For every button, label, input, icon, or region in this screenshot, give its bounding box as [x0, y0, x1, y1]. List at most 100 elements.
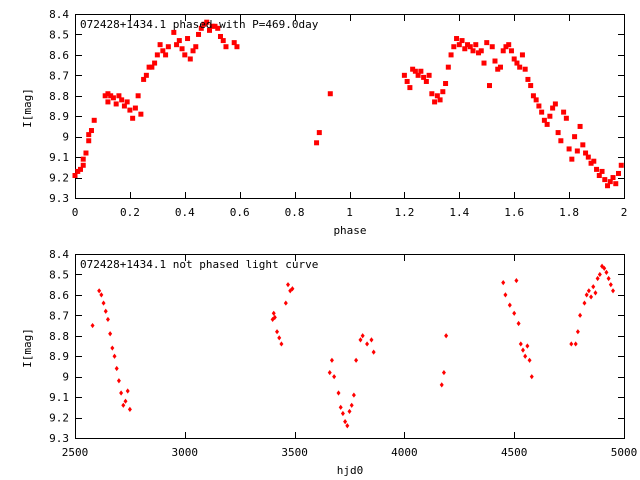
phased-plot-frame	[75, 14, 625, 199]
unphased-data-point	[97, 288, 102, 294]
unphased-data-point	[101, 300, 106, 306]
unphased-data-point	[121, 402, 126, 408]
phased-data-point	[171, 29, 177, 35]
phased-data-point	[426, 72, 432, 78]
phased-data-point	[473, 42, 479, 48]
phased-x-tick-label: 1	[346, 206, 353, 219]
unphased-data-point	[439, 382, 444, 388]
unphased-data-point	[343, 419, 348, 425]
phased-data-point	[418, 68, 424, 74]
unphased-y-axis-label: I[mag]	[21, 328, 34, 368]
phased-data-point	[541, 117, 547, 123]
phased-data-point	[514, 60, 520, 66]
phased-data-point	[599, 168, 605, 174]
phased-x-tick-label: 0	[72, 206, 79, 219]
unphased-data-point	[608, 282, 613, 288]
unphased-y-tick-label: 9	[62, 371, 69, 384]
unphased-data-point	[105, 316, 110, 323]
unphased-data-point	[354, 357, 359, 363]
phased-data-point	[143, 72, 149, 78]
phased-data-point	[465, 42, 471, 48]
unphased-data-point	[360, 333, 365, 339]
unphased-x-tick-label: 4500	[501, 446, 528, 459]
unphased-data-point	[290, 286, 295, 292]
phased-y-axis-label: I[mag]	[21, 88, 34, 128]
phased-data-point	[572, 134, 578, 140]
unphased-data-point	[329, 357, 334, 363]
unphased-data-point	[444, 333, 449, 339]
phased-data-point	[558, 138, 564, 144]
phased-data-point	[583, 150, 589, 156]
unphased-light-curve-panel: 2500 3000 3500 4000 4500 5000 8.4 8.5 8.6 8.7 8.8 8…	[21, 248, 637, 477]
phased-data-point	[234, 44, 240, 50]
unphased-data-point	[275, 329, 280, 335]
unphased-data-point	[283, 300, 288, 306]
phased-x-tick-label: 2	[621, 206, 628, 219]
phased-data-point	[618, 162, 624, 168]
phased-ticks: 0 0.2 0.4 0.6 0.8 1 1.2 1.4 1.6 1.8 2 8.4 8.5 8.6 8.7 8…	[49, 8, 627, 219]
phased-data-point	[454, 36, 460, 42]
phased-y-tick-label: 8.6	[49, 49, 69, 62]
phased-data-point	[415, 72, 421, 78]
phased-y-tick-label: 8.4	[49, 8, 69, 21]
phased-data-point	[456, 42, 462, 48]
unphased-data-point	[595, 275, 600, 282]
phased-data-point	[503, 44, 509, 50]
unphased-data-point	[369, 337, 374, 343]
phased-data-point	[563, 115, 569, 121]
phased-y-tick-label: 8.8	[49, 90, 69, 103]
phased-y-tick-label: 9	[62, 131, 69, 144]
unphased-data-point	[611, 288, 616, 294]
unphased-data-point	[99, 292, 104, 298]
phased-data-point	[547, 113, 553, 119]
unphased-data-point	[349, 402, 354, 408]
unphased-y-tick-label: 9.3	[49, 432, 69, 445]
unphased-data-point	[525, 343, 530, 349]
phased-data-point	[327, 91, 333, 97]
phased-y-tick-label: 9.2	[49, 172, 69, 185]
phased-y-tick-label: 9.3	[49, 192, 69, 205]
phased-data-point	[552, 101, 558, 107]
unphased-data-point	[119, 390, 124, 396]
phased-data-points	[72, 19, 624, 189]
unphased-data-point	[358, 337, 363, 343]
unphased-data-point	[345, 423, 350, 429]
unphased-data-point	[332, 374, 337, 380]
unphased-data-point	[277, 335, 282, 341]
unphased-data-point	[271, 310, 276, 316]
phased-data-point	[141, 76, 147, 82]
phased-y-tick-label: 8.7	[49, 69, 69, 82]
unphased-data-point	[336, 390, 341, 396]
phased-y-tick-label: 8.9	[49, 110, 69, 123]
phased-data-point	[198, 25, 204, 31]
phased-data-point	[209, 23, 215, 29]
phased-data-point	[223, 44, 229, 50]
phased-data-point	[217, 33, 223, 39]
phased-data-point	[165, 44, 171, 50]
phased-data-point	[506, 42, 512, 48]
unphased-data-point	[127, 406, 132, 412]
phased-data-point	[495, 66, 501, 72]
phased-data-point	[201, 21, 207, 27]
phased-data-point	[401, 72, 407, 78]
phased-data-point	[152, 60, 158, 66]
phased-data-point	[75, 168, 81, 174]
phased-data-point	[607, 179, 613, 185]
unphased-x-tick-label: 5000	[611, 446, 638, 459]
phased-data-point	[443, 81, 449, 87]
unphased-data-point	[340, 410, 345, 417]
phased-data-point	[423, 78, 429, 84]
phased-data-point	[187, 56, 193, 62]
phased-data-point	[484, 40, 490, 46]
phased-data-point	[220, 38, 226, 44]
unphased-data-point	[516, 320, 521, 327]
unphased-y-tick-label: 8.6	[49, 289, 69, 302]
phased-data-point	[594, 166, 600, 172]
phased-data-point	[410, 66, 416, 72]
unphased-x-axis-label: hjd0	[337, 464, 364, 477]
phased-data-point	[231, 40, 237, 46]
unphased-data-point	[569, 341, 574, 347]
phased-data-point	[119, 97, 125, 103]
phased-data-point	[132, 105, 138, 111]
phased-data-point	[585, 154, 591, 160]
